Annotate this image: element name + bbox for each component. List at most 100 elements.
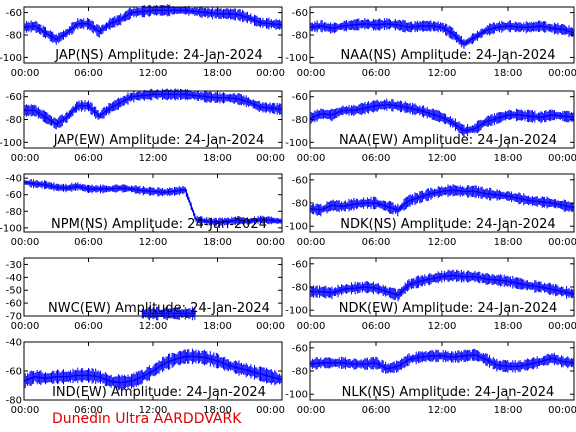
y-tick-label: -100 (0, 138, 22, 149)
chart-title: NDK(NS) Amplitude: 24-Jan-2024 (340, 217, 555, 232)
y-tick-label: -60 (292, 92, 308, 103)
chart-panel: -100 -80 -60 00:00 06:00 12:00 18:00 00:00 JAP(E… (0, 88, 285, 164)
y-tick-label: -30 (6, 260, 22, 271)
x-tick-label: 12:00 (428, 321, 457, 332)
x-tick-label: 06:00 (74, 321, 103, 332)
x-tick-label: 12:00 (139, 237, 168, 248)
x-tick-label: 00:00 (11, 405, 40, 416)
y-tick-label: -100 (285, 222, 308, 233)
y-tick-label: -80 (6, 207, 22, 218)
x-tick-label: 00:00 (548, 237, 576, 248)
x-tick-label: 00:00 (11, 68, 40, 79)
x-tick-label: 06:00 (74, 153, 103, 164)
y-tick-label: -70 (6, 312, 22, 323)
x-tick-label: 06:00 (74, 405, 103, 416)
x-tick-label: 00:00 (548, 321, 576, 332)
y-tick-label: -100 (285, 306, 308, 317)
x-tick-label: 00:00 (11, 237, 40, 248)
chart-panel: -100 -80 -60 00:00 06:00 12:00 18:00 00:00 NDK(E… (285, 257, 576, 332)
x-tick-label: 00:00 (256, 321, 285, 332)
x-tick-label: 06:00 (362, 405, 391, 416)
x-tick-label: 06:00 (362, 237, 391, 248)
x-tick-label: 00:00 (548, 68, 576, 79)
series-line (23, 181, 283, 223)
chart-panel: -100 -80 -60 -40 00:00 06:00 12:00 18:00 00:00 NP… (0, 173, 285, 248)
x-tick-label: 00:00 (256, 68, 285, 79)
x-tick-label: 06:00 (74, 68, 103, 79)
x-tick-label: 18:00 (203, 405, 232, 416)
x-tick-label: 06:00 (362, 68, 391, 79)
y-tick-label: -60 (292, 8, 308, 19)
y-tick-label: -60 (6, 299, 22, 310)
y-tick-label: -60 (292, 175, 308, 186)
series-line (309, 354, 575, 370)
x-tick-label: 00:00 (11, 321, 40, 332)
chart-title: NDK(EW) Amplitude: 24-Jan-2024 (339, 301, 558, 316)
y-tick-label: -60 (6, 367, 22, 378)
chart-panel: -100 -80 -60 00:00 06:00 12:00 18:00 00:00 NDK(N… (285, 173, 576, 248)
x-tick-label: 18:00 (203, 153, 232, 164)
y-tick-label: -100 (285, 53, 308, 64)
chart-panel: -80 -60 -40 00:00 06:00 12:00 18:00 00:00 IND(EW… (6, 338, 285, 417)
chart-panel: -100 -80 -60 00:00 06:00 12:00 18:00 00:00 NAA(E… (285, 90, 576, 164)
y-tick-label: -40 (6, 174, 22, 185)
footer-credit: Dunedin Ultra AARDDVARK (52, 411, 242, 427)
x-tick-label: 00:00 (11, 153, 40, 164)
y-tick-label: -100 (285, 390, 308, 401)
y-tick-label: -60 (6, 92, 22, 103)
y-tick-label: -80 (292, 367, 308, 378)
series-band (309, 348, 575, 374)
y-tick-label: -100 (0, 223, 22, 234)
y-tick-label: -80 (6, 115, 22, 126)
series-band (309, 17, 575, 49)
y-tick-label: -60 (292, 259, 308, 270)
x-tick-label: 12:00 (428, 405, 457, 416)
series-band (309, 269, 575, 302)
x-tick-label: 00:00 (297, 321, 326, 332)
x-tick-label: 00:00 (297, 68, 326, 79)
x-tick-label: 06:00 (74, 237, 103, 248)
x-tick-label: 06:00 (362, 153, 391, 164)
x-tick-label: 18:00 (494, 405, 523, 416)
chart-title: NAA(EW) Amplitude: 24-Jan-2024 (339, 133, 557, 148)
y-tick-label: -100 (0, 53, 22, 64)
x-tick-label: 18:00 (203, 237, 232, 248)
chart-panel: -70 -60 -50 -40 -30 00:00 06:00 12:00 18:00 00:00… (6, 257, 285, 332)
x-tick-label: 00:00 (256, 153, 285, 164)
y-tick-label: -80 (292, 31, 308, 42)
y-tick-label: -100 (285, 138, 308, 149)
x-tick-label: 00:00 (256, 405, 285, 416)
x-tick-label: 18:00 (494, 237, 523, 248)
y-tick-label: -60 (6, 8, 22, 19)
x-tick-label: 12:00 (139, 68, 168, 79)
x-tick-label: 00:00 (297, 237, 326, 248)
y-tick-label: -40 (6, 338, 22, 349)
x-tick-label: 12:00 (139, 405, 168, 416)
y-tick-label: -40 (6, 273, 22, 284)
x-tick-label: 00:00 (548, 405, 576, 416)
x-tick-label: 00:00 (256, 237, 285, 248)
x-tick-label: 18:00 (494, 153, 523, 164)
chart-title: NAA(NS) Amplitude: 24-Jan-2024 (340, 48, 555, 63)
y-tick-label: -80 (6, 396, 22, 407)
chart-panel: -100 -80 -60 00:00 06:00 12:00 18:00 00:00 NAA(N… (285, 6, 576, 79)
series-line (309, 189, 575, 211)
series-line (309, 103, 575, 132)
series-band (309, 184, 575, 217)
y-tick-label: -80 (6, 31, 22, 42)
x-tick-label: 12:00 (428, 153, 457, 164)
y-tick-label: -80 (292, 199, 308, 210)
y-tick-label: -80 (292, 115, 308, 126)
x-tick-label: 12:00 (139, 153, 168, 164)
x-tick-label: 12:00 (428, 237, 457, 248)
series-line (23, 355, 283, 384)
x-tick-label: 18:00 (203, 68, 232, 79)
series-line (310, 274, 575, 296)
x-tick-label: 18:00 (494, 68, 523, 79)
x-tick-label: 00:00 (548, 153, 576, 164)
y-tick-label: -60 (292, 343, 308, 354)
chart-title: NWC(EW) Amplitude: 24-Jan-2024 (48, 301, 270, 316)
y-tick-label: -60 (6, 190, 22, 201)
x-tick-label: 18:00 (494, 321, 523, 332)
x-tick-label: 12:00 (139, 321, 168, 332)
